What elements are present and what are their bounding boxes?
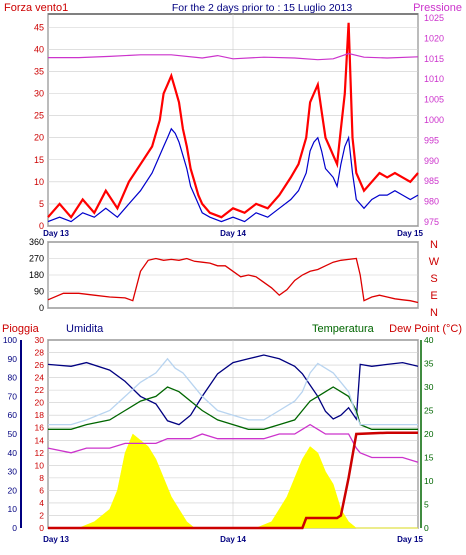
pressure-right-tick-label: 980 [424, 197, 439, 207]
pressure-right-tick-label: 1000 [424, 115, 444, 125]
humidity-axis-title: Umidita [66, 323, 104, 335]
temperature-tick-label: 15 [424, 453, 434, 463]
wind-gust-series [47, 22, 419, 220]
rain-tick-label: 28 [35, 348, 45, 358]
rain-tick-label: 14 [35, 435, 45, 445]
pressure-right-tick-label: 995 [424, 135, 439, 145]
temperature-tick-label: 40 [424, 335, 434, 345]
rain-tick-label: 4 [39, 498, 44, 508]
rain-tick-label: 6 [39, 485, 44, 495]
rain-tick-label: 24 [35, 373, 45, 383]
pressure-right-tick-label: 1025 [424, 13, 444, 23]
humidity-tick-label: 70 [8, 391, 18, 401]
direction-left-tick-label: 180 [29, 270, 44, 280]
humidity-tick-label: 80 [8, 373, 18, 383]
wind-direction-series [47, 257, 419, 304]
wind-left-tick-label: 40 [34, 44, 44, 54]
temperature-tick-label: 35 [424, 359, 434, 369]
pressure-right-tick-label: 1020 [424, 33, 444, 43]
rain-tick-label: 10 [35, 460, 45, 470]
temperature-tick-label: 25 [424, 406, 434, 416]
humidity-tick-label: 50 [8, 429, 18, 439]
wind-x-tick-label: Day 14 [220, 229, 246, 238]
temperature-series [48, 386, 418, 430]
direction-compass-label: S [430, 273, 437, 285]
direction-left-tick-label: 270 [29, 254, 44, 264]
pressure-right-tick-label: 975 [424, 217, 439, 227]
weather-x-tick-label: Day 13 [43, 535, 69, 544]
temperature-axis-title: Temperatura [312, 323, 375, 335]
wind-left-tick-label: 15 [34, 155, 44, 165]
direction-compass-label: E [430, 290, 437, 302]
wind-left-tick-label: 45 [34, 22, 44, 32]
rain-tick-label: 16 [35, 423, 45, 433]
direction-compass-label: N [430, 239, 438, 251]
weather-x-tick-label: Day 15 [397, 535, 423, 544]
humidity-tick-label: 20 [8, 485, 18, 495]
wind-axis-title: Forza vento1 [4, 2, 68, 14]
pressure-right-tick-label: 990 [424, 156, 439, 166]
humidity-tick-label: 10 [8, 504, 18, 514]
wind-left-tick-label: 35 [34, 66, 44, 76]
rain-tick-label: 18 [35, 410, 45, 420]
direction-left-tick-label: 90 [34, 287, 44, 297]
chart-title: For the 2 days prior to : 15 Luglio 2013 [172, 2, 353, 14]
pressure-axis-title: Pressione [413, 2, 462, 14]
temperature-tick-label: 30 [424, 382, 434, 392]
direction-left-tick-label: 360 [29, 237, 44, 247]
pressure-right-tick-label: 985 [424, 176, 439, 186]
humidity-tick-label: 0 [12, 523, 17, 533]
rain-tick-label: 30 [35, 335, 45, 345]
temperature-tick-label: 0 [424, 523, 429, 533]
weather-x-tick-label: Day 14 [220, 535, 246, 544]
humidity-series [47, 354, 419, 426]
rain-tick-label: 20 [35, 398, 45, 408]
rain-tick-label: 12 [35, 448, 45, 458]
humidity-tick-label: 90 [8, 354, 18, 364]
wind-left-tick-label: 5 [39, 199, 44, 209]
pressure-right-tick-label: 1005 [424, 95, 444, 105]
dewpoint-axis-title: Dew Point (°C) [389, 323, 462, 335]
wind-x-tick-label: Day 13 [43, 229, 69, 238]
dewpoint-series [47, 423, 419, 463]
pressure-right-tick-label: 1010 [424, 74, 444, 84]
rain-tick-label: 2 [39, 510, 44, 520]
pressure-series [48, 52, 419, 61]
rain-tick-label: 8 [39, 473, 44, 483]
wind-left-tick-label: 30 [34, 89, 44, 99]
rain-total-series [48, 431, 418, 530]
humidity-tick-label: 40 [8, 448, 18, 458]
direction-left-tick-label: 0 [39, 303, 44, 313]
temperature-tick-label: 20 [424, 429, 434, 439]
rain-tick-label: 22 [35, 385, 45, 395]
wind-left-tick-label: 20 [34, 133, 44, 143]
rain-tick-label: 0 [39, 523, 44, 533]
wind-speed-series [47, 127, 419, 223]
rain-tick-label: 26 [35, 360, 45, 370]
wind-x-tick-label: Day 15 [397, 229, 423, 238]
humidity-tick-label: 30 [8, 467, 18, 477]
wind-left-tick-label: 10 [34, 177, 44, 187]
humidity-tick-label: 100 [3, 335, 17, 345]
direction-compass-label: W [429, 256, 440, 268]
humidity-tick-label: 60 [8, 410, 18, 420]
wind-left-tick-label: 25 [34, 111, 44, 121]
pressure-right-tick-label: 1015 [424, 54, 444, 64]
wind-left-tick-label: 0 [39, 221, 44, 231]
temperature-max-series [48, 357, 418, 426]
temperature-tick-label: 5 [424, 500, 429, 510]
direction-compass-label: N [430, 307, 438, 319]
temperature-tick-label: 10 [424, 476, 434, 486]
rain-axis-title: Pioggia [2, 323, 40, 335]
